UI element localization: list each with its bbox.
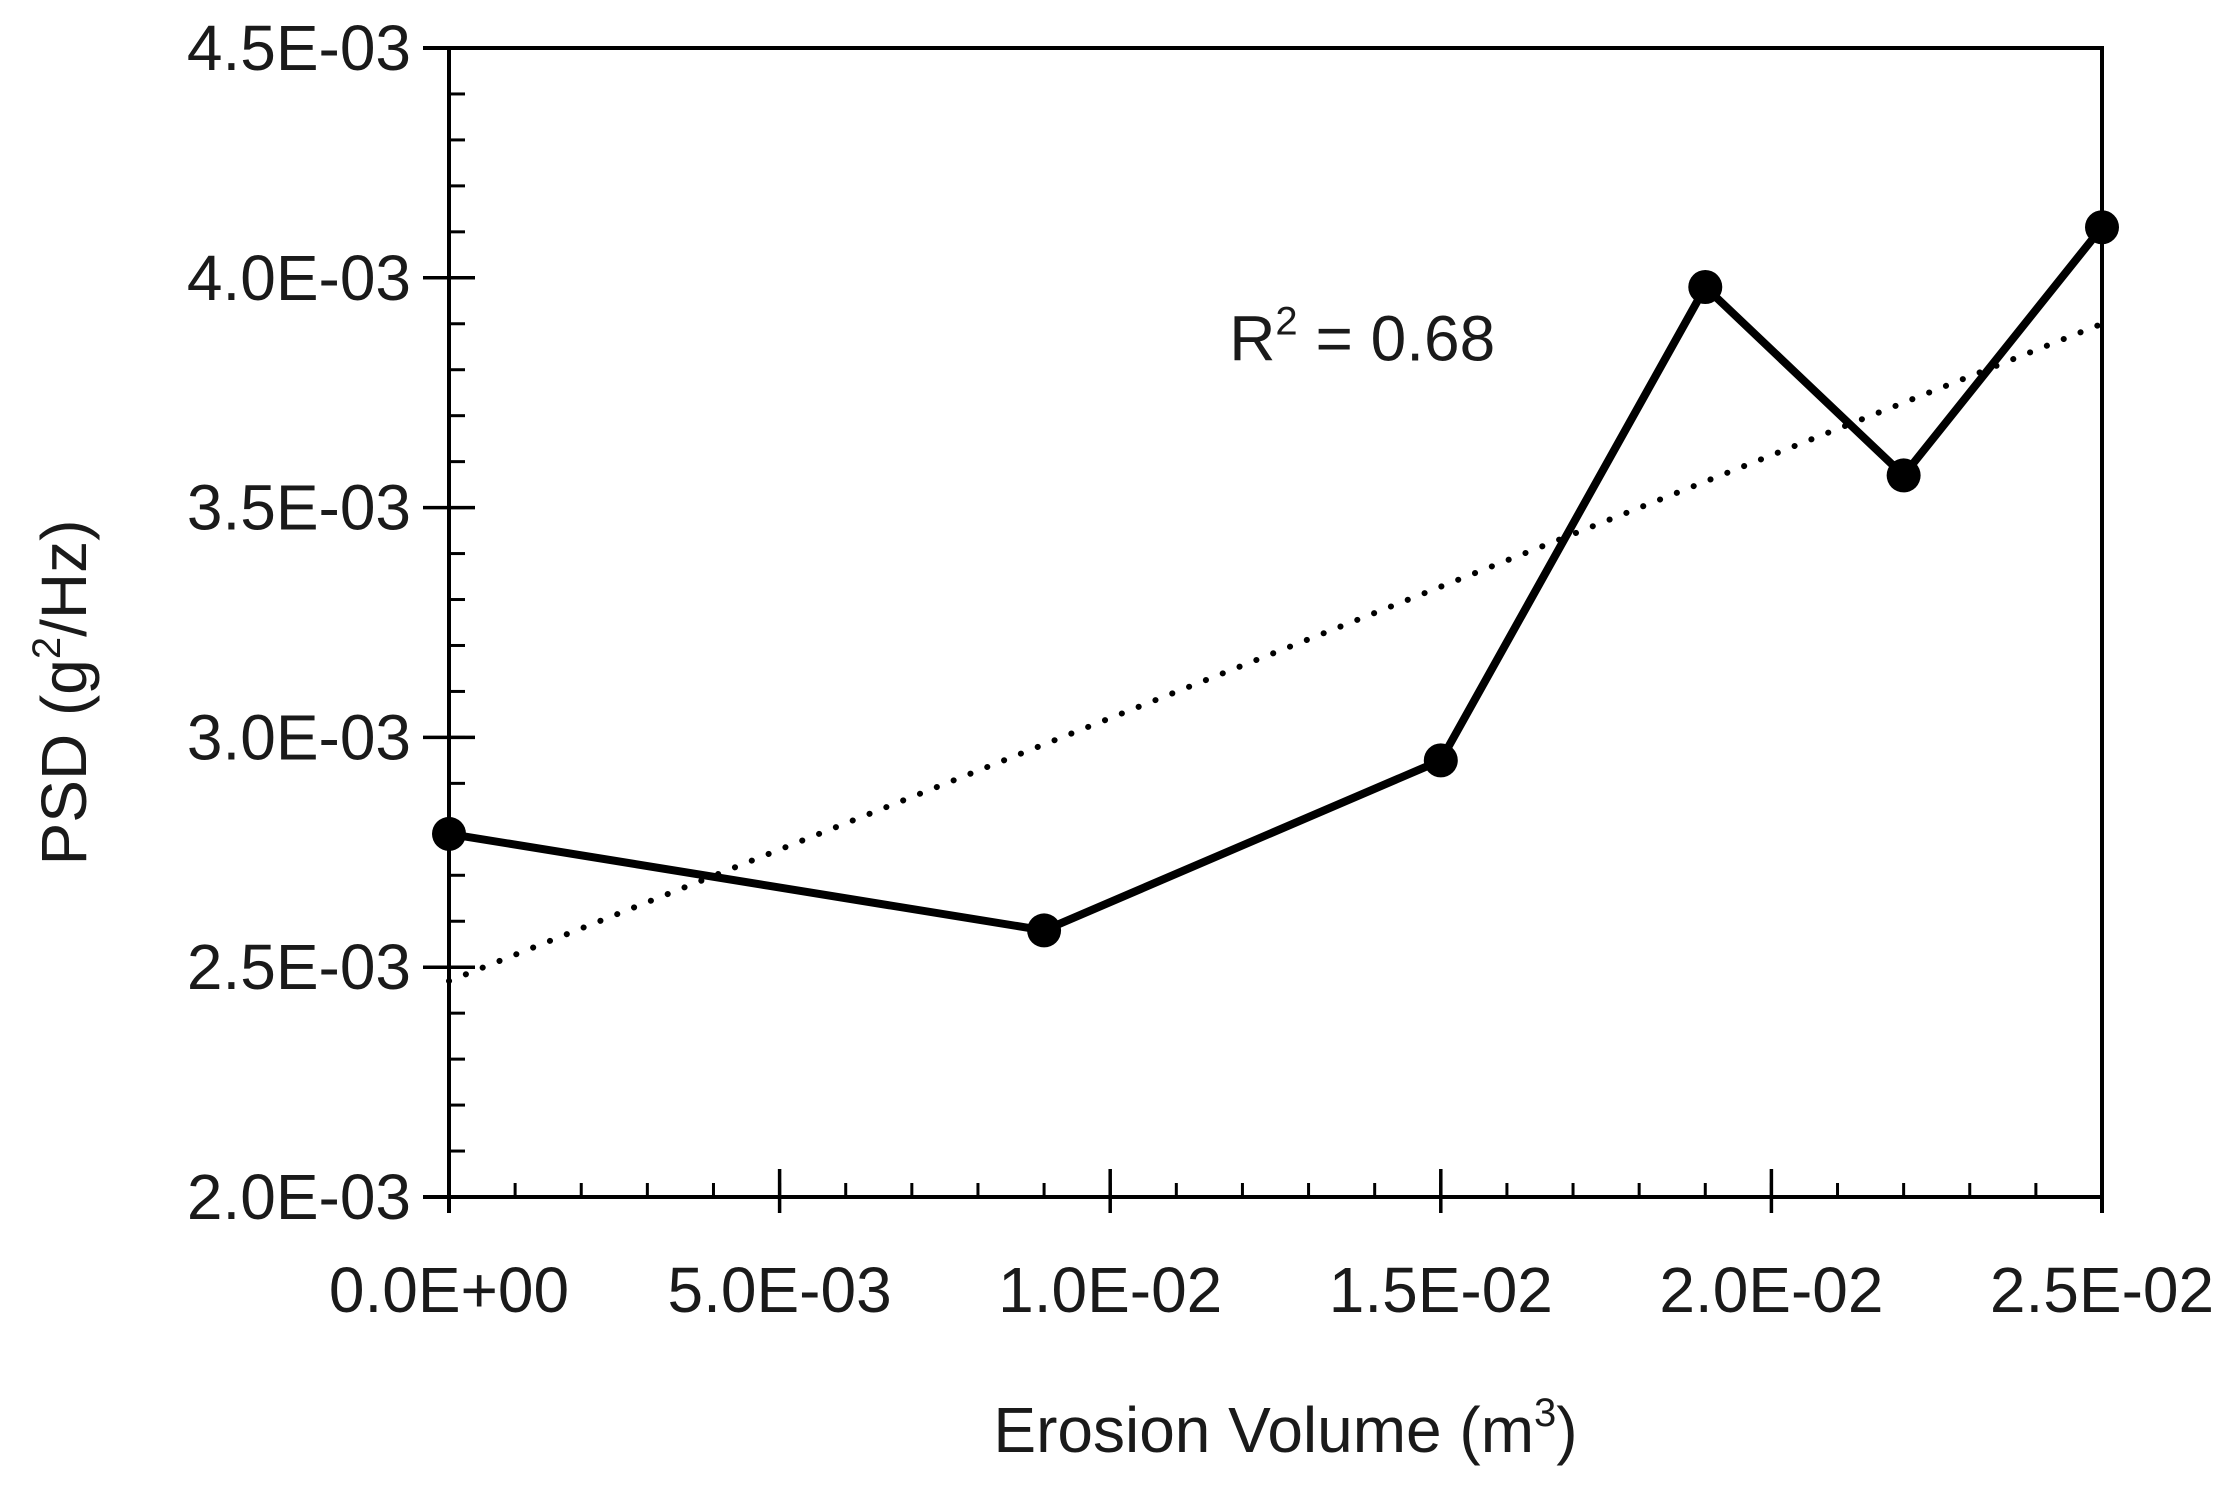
y-tick-label: 2.5E-03 [187, 931, 411, 1003]
y-axis-title-suffix: /Hz) [28, 520, 100, 637]
y-tick-label: 3.5E-03 [187, 472, 411, 544]
data-point [1886, 458, 1921, 493]
x-tick-label: 2.0E-02 [1659, 1254, 1883, 1326]
r-squared-value: = 0.68 [1298, 303, 1496, 375]
y-axis-title: PSD (g2/Hz) [25, 520, 100, 866]
minor-ticks [447, 46, 2104, 1199]
y-axis-title-text: PSD (g [28, 659, 100, 865]
y-tick-label: 4.5E-03 [187, 12, 411, 84]
data-point [1027, 913, 1062, 948]
data-point [432, 816, 466, 851]
series-line [448, 224, 2106, 935]
y-tick-label: 3.0E-03 [187, 701, 411, 773]
x-tick-labels: 0.0E+00 5.0E-03 1.0E-02 1.5E-02 2.0E-02 2.5E-… [329, 1254, 2214, 1326]
y-tick-label: 4.0E-03 [187, 242, 411, 314]
y-axis-title-sup: 2 [25, 637, 69, 659]
x-tick-label: 5.0E-03 [668, 1254, 892, 1326]
x-tick-label: 1.0E-02 [998, 1254, 1222, 1326]
data-point [2085, 210, 2119, 245]
x-axis-title-text: Erosion Volume (m [993, 1394, 1534, 1466]
x-axis-title: Erosion Volume (m3) [993, 1391, 1577, 1466]
axes [423, 46, 2104, 1213]
x-tick-label: 1.5E-02 [1329, 1254, 1553, 1326]
x-axis-title-end: ) [1556, 1394, 1577, 1466]
r-squared-annotation: R2 = 0.68 [1229, 300, 1495, 375]
y-tick-label: 2.0E-03 [187, 1161, 411, 1233]
r-squared-sup: 2 [1275, 300, 1297, 344]
trendline [446, 320, 2105, 984]
x-tick-label: 2.5E-02 [1990, 1254, 2214, 1326]
series-layer [432, 210, 2119, 984]
r-squared-prefix: R [1229, 303, 1275, 375]
data-point [1423, 743, 1458, 778]
major-ticks [423, 46, 2104, 1213]
x-tick-label: 0.0E+00 [329, 1254, 569, 1326]
data-point [1688, 269, 1723, 304]
x-axis-title-sup: 3 [1534, 1391, 1556, 1435]
y-tick-labels: 2.0E-03 2.5E-03 3.0E-03 3.5E-03 4.0E-03 4.5E-… [187, 12, 411, 1233]
